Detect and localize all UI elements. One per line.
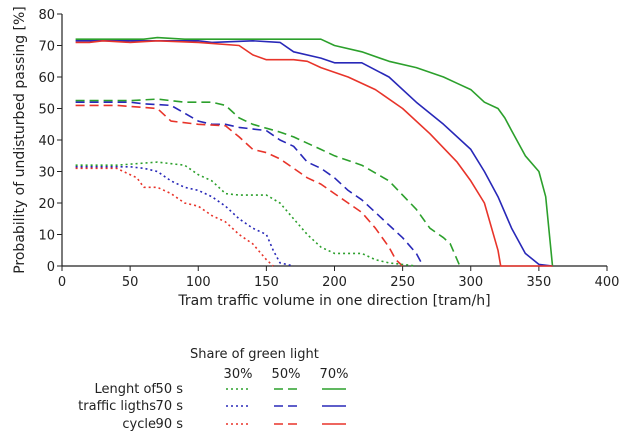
x-tick-label: 150	[254, 275, 279, 290]
legend-column-70: 70%	[320, 367, 349, 382]
legend-column-30: 30%	[224, 367, 253, 382]
legend-swatches	[226, 388, 346, 425]
series-line-30-90s	[75, 167, 274, 267]
y-tick-label: 0	[47, 260, 55, 275]
series-line-30-50s	[75, 161, 417, 267]
series-line-50-50s	[75, 98, 461, 267]
y-tick-label: 60	[38, 71, 55, 86]
x-tick-label: 0	[58, 275, 66, 290]
legend-column-50: 50%	[272, 367, 301, 382]
legend-row-50s: 50 s	[156, 382, 184, 397]
y-tick-label: 30	[38, 166, 55, 181]
x-tick-label: 400	[595, 275, 620, 290]
series-line-50-70s	[75, 101, 424, 267]
x-axis-label: Tram traffic volume in one direction [tr…	[177, 293, 490, 309]
legend-row-70s: 70 s	[156, 399, 184, 414]
legend-row-label-line-1: Lenght of	[94, 382, 156, 397]
series-line-70-50s	[75, 36, 554, 267]
legend-row-label-line-2: traffic ligths	[78, 399, 156, 414]
y-tick-label: 50	[38, 103, 55, 118]
y-tick-label: 70	[38, 40, 55, 55]
legend-row-90s: 90 s	[156, 417, 184, 432]
axes: 0 50 100 150 200 250 300 350 400 0 10 20 30 40 50 60 70 8…	[38, 8, 619, 290]
x-tick-label: 250	[390, 275, 415, 290]
x-tick-label: 50	[122, 275, 139, 290]
series-line-70-90s	[75, 40, 553, 267]
series-line-50-90s	[75, 104, 404, 267]
y-tick-label: 40	[38, 134, 55, 149]
x-tick-label: 300	[458, 275, 483, 290]
series-layer	[75, 36, 554, 267]
y-tick-label: 80	[38, 8, 55, 23]
series-line-30-70s	[75, 166, 294, 267]
y-tick-label: 10	[38, 229, 55, 244]
y-axis-label: Probability of undisturbed passing [%]	[12, 6, 28, 274]
x-tick-label: 200	[322, 275, 347, 290]
x-tick-label: 100	[186, 275, 211, 290]
legend-title: Share of green light	[190, 347, 319, 362]
x-tick-label: 350	[526, 275, 551, 290]
series-line-70-70s	[75, 40, 553, 267]
y-tick-label: 20	[38, 197, 55, 212]
legend-row-label-line-3: cycle	[122, 417, 156, 432]
legend: Share of green light 30% 50% 70% Lenght …	[78, 347, 348, 432]
